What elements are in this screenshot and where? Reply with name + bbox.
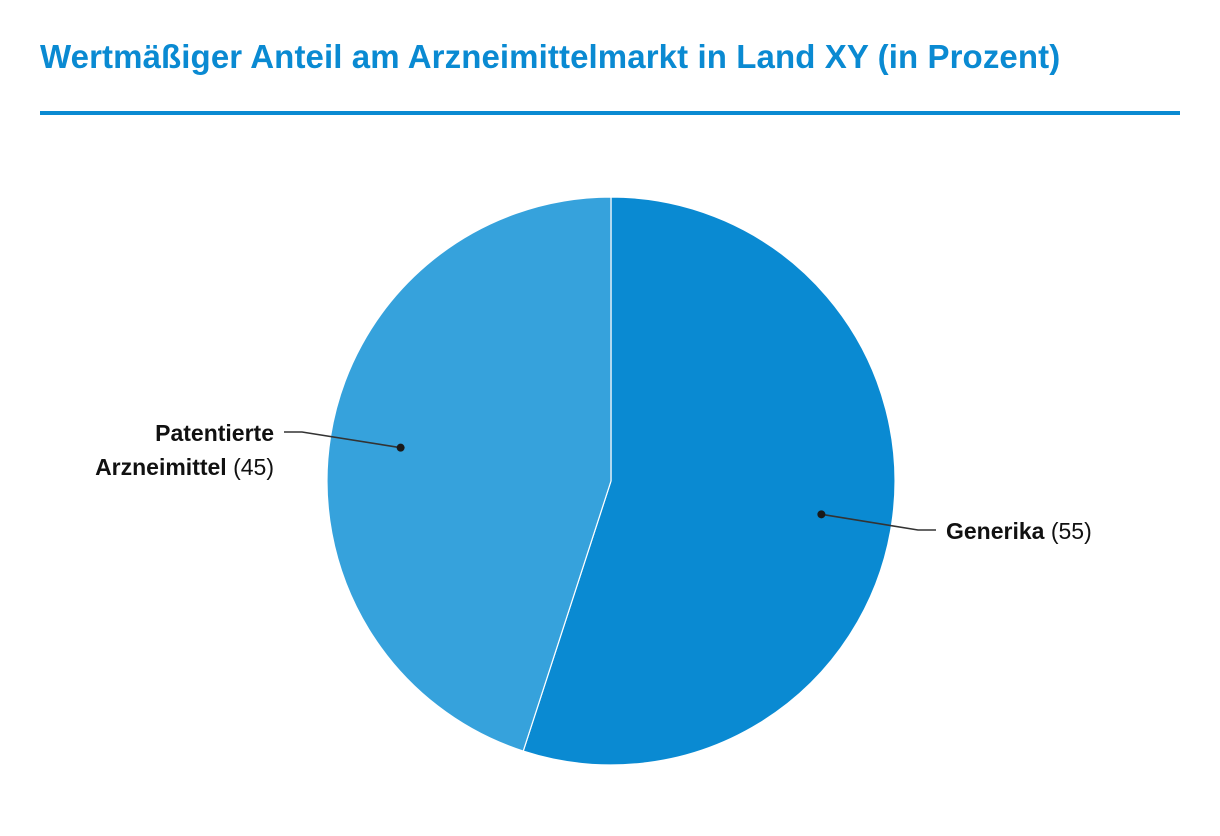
- slice-label-name-line-1: Patentierte: [155, 420, 274, 446]
- slice-label-value: (45): [233, 454, 274, 480]
- title-underline: [40, 111, 1180, 115]
- leader-line: [284, 431, 401, 449]
- chart-title: Wertmäßiger Anteil am Arzneimittelmarkt …: [40, 38, 1061, 75]
- slice-label-generika: Generika (55): [946, 514, 1092, 548]
- leader-dot: [817, 510, 826, 519]
- slice-label-name: Generika: [946, 518, 1045, 544]
- leader-dot: [396, 443, 405, 452]
- slice-label-name-line-2: Arzneimittel: [95, 454, 227, 480]
- slice-label-value: (55): [1050, 518, 1092, 544]
- slice-label-patentierte-arzneimittel: Patentierte Arzneimittel (45): [95, 416, 274, 484]
- leader-line: [821, 513, 936, 531]
